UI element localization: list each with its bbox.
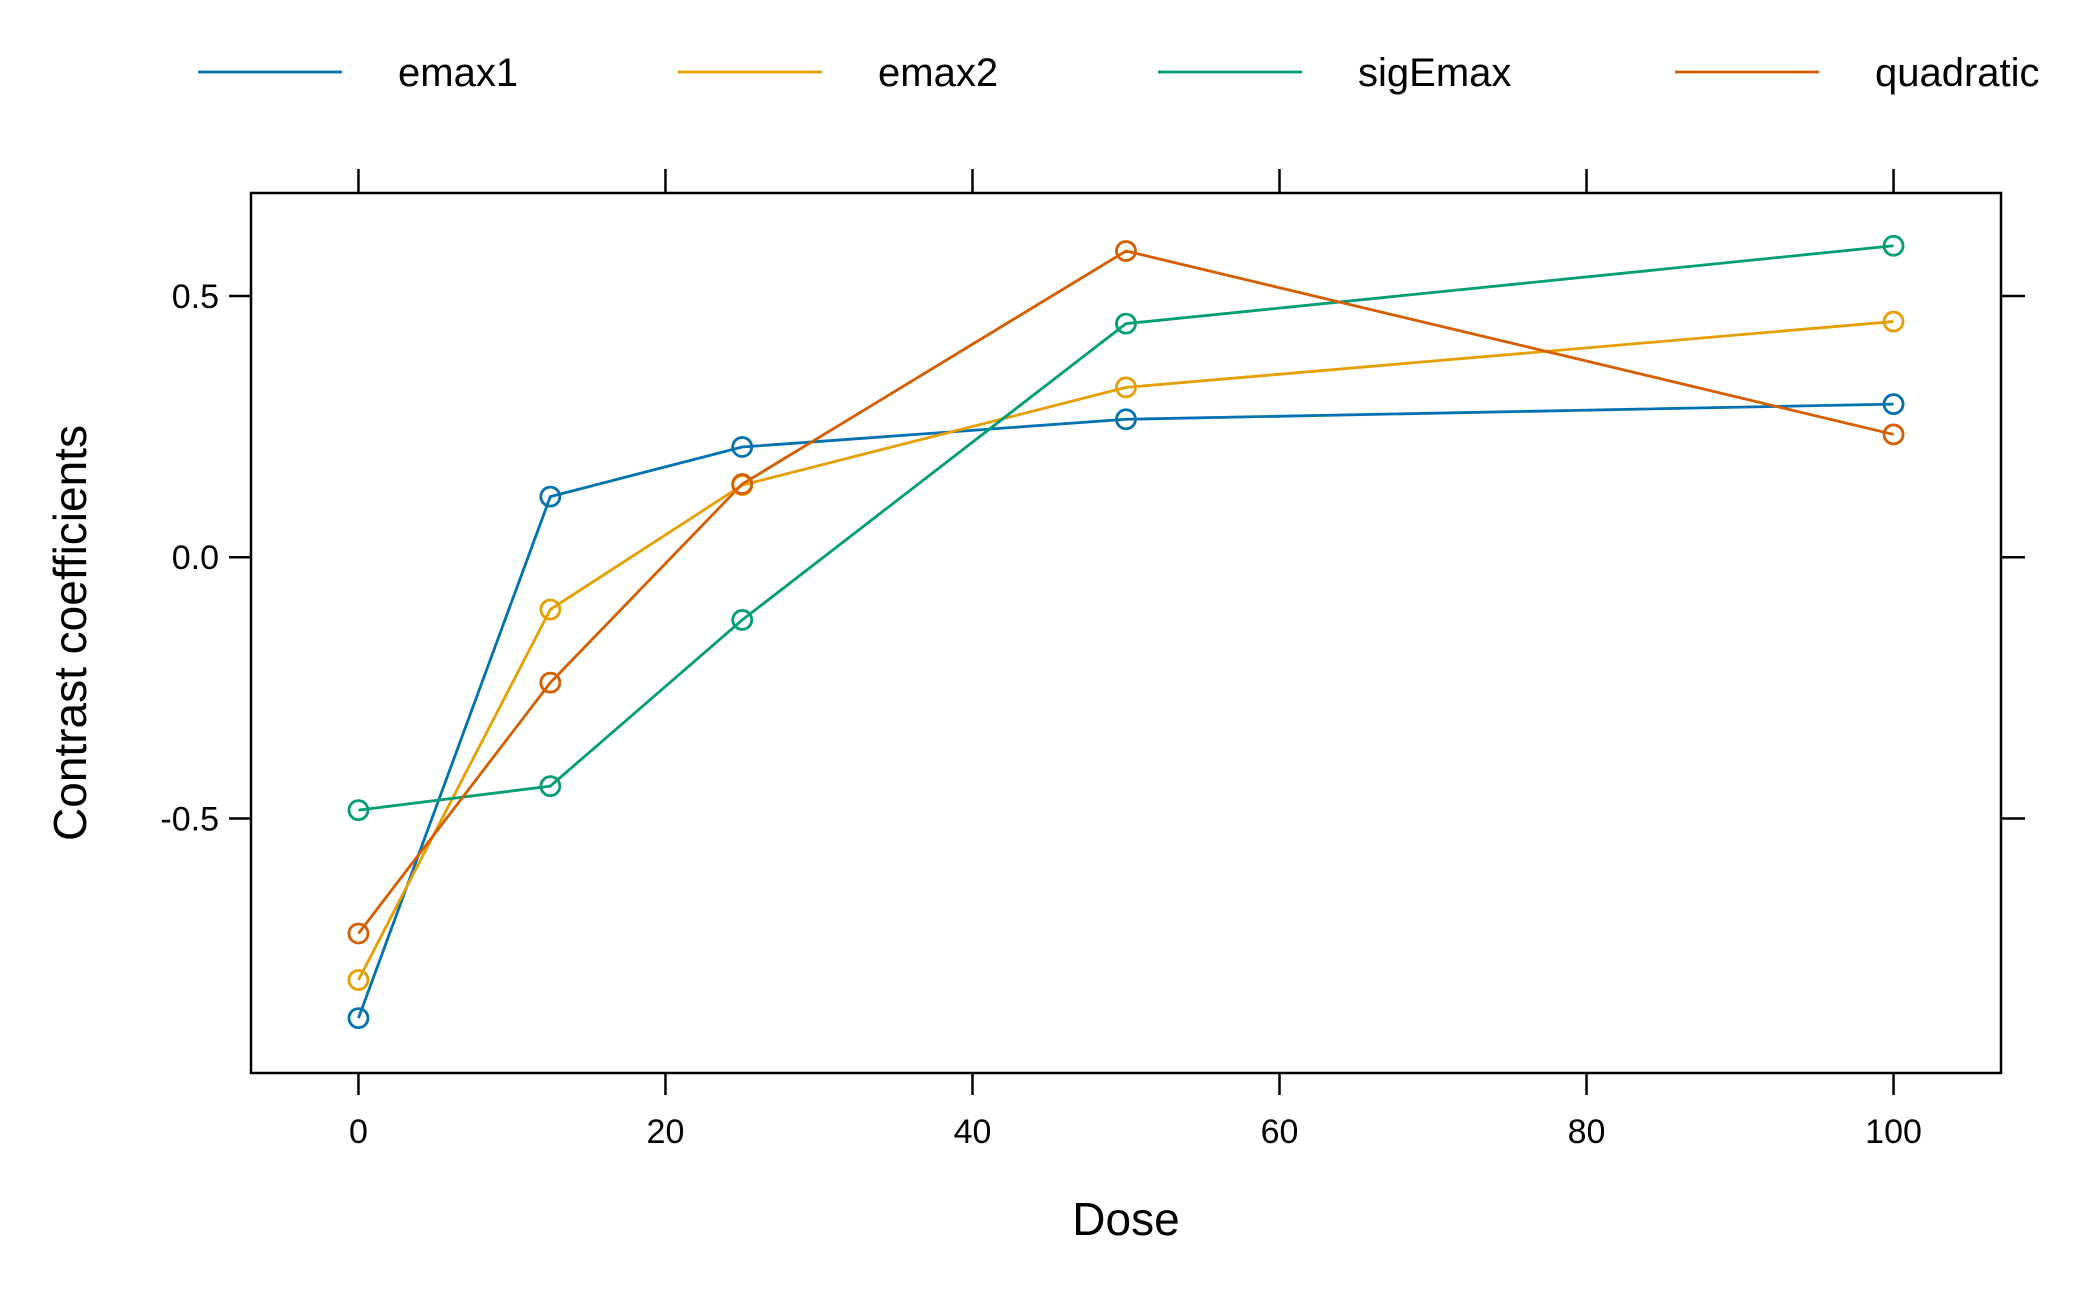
legend-label-sigemax: sigEmax	[1358, 51, 1511, 95]
point-emax1-1	[539, 485, 562, 508]
point-emax2-1	[539, 598, 562, 621]
point-sigemax-1	[539, 775, 562, 798]
legend: emax1 emax2 sigEmax quadratic	[198, 51, 2040, 95]
point-emax1-4	[1882, 393, 1905, 416]
x-axis-title: Dose	[1072, 1193, 1179, 1245]
point-emax2-4	[1882, 310, 1905, 333]
series-line-sigemax	[358, 244, 1894, 812]
series-line-emax1	[357, 402, 1894, 1019]
series-points	[347, 234, 1905, 1030]
point-emax2-3	[1115, 376, 1137, 399]
point-sigemax-3	[1115, 312, 1137, 335]
point-quadratic-3	[1115, 240, 1137, 262]
x-tick-label-60: 60	[1261, 1113, 1299, 1151]
plot-frame	[249, 191, 2003, 1075]
x-tick-label-40: 40	[954, 1113, 992, 1151]
legend-label-quadratic: quadratic	[1875, 51, 2040, 95]
point-sigemax-4	[1882, 234, 1905, 257]
series-line-quadratic	[357, 249, 1894, 935]
legend-item-sigemax: sigEmax	[1158, 51, 1511, 95]
point-sigemax-2	[731, 609, 754, 631]
x-tick-label-0: 0	[349, 1113, 368, 1151]
y-tick-label--0-5: -0.5	[160, 801, 219, 839]
legend-label-emax2: emax2	[878, 51, 998, 95]
point-emax1-0	[347, 1007, 370, 1030]
legend-item-quadratic: quadratic	[1675, 51, 2040, 95]
axis-ticks: 0 20 40 60 80 100 -0.5 0.0 0.5	[160, 169, 2025, 1151]
legend-label-emax1: emax1	[398, 51, 518, 95]
y-axis-title: Contrast coefficients	[44, 425, 96, 841]
point-emax2-0	[347, 969, 370, 991]
x-tick-label-20: 20	[647, 1113, 685, 1151]
y-tick-label-0-0: 0.0	[172, 539, 219, 577]
point-quadratic-1	[539, 671, 562, 694]
point-quadratic-2	[731, 473, 754, 495]
point-emax1-3	[1115, 408, 1137, 431]
x-tick-label-80: 80	[1568, 1113, 1606, 1151]
point-quadratic-0	[347, 922, 370, 945]
series-lines	[357, 244, 1894, 1019]
point-quadratic-4	[1882, 423, 1905, 446]
point-emax1-2	[731, 436, 754, 458]
x-tick-label-100: 100	[1865, 1113, 1922, 1151]
legend-item-emax1: emax1	[198, 51, 518, 95]
point-sigemax-0	[347, 799, 370, 822]
legend-item-emax2: emax2	[678, 51, 998, 95]
y-tick-label-0-5: 0.5	[172, 278, 219, 316]
